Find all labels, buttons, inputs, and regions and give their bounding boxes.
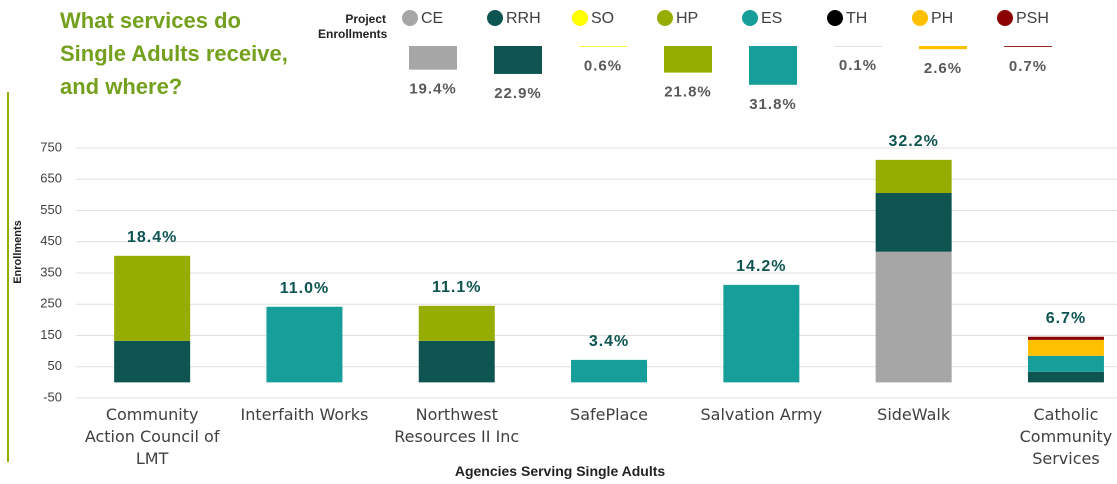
bar-label: 18.4% <box>127 229 177 246</box>
x-tick-label: Salvation Army <box>700 405 823 424</box>
mini-bar <box>1004 46 1052 47</box>
mini-value-label: 0.7% <box>1009 58 1047 75</box>
legend-swatch <box>742 10 758 26</box>
bar-segment <box>418 305 495 341</box>
legend-label: RRH <box>506 10 541 27</box>
bar-label: 11.0% <box>280 280 329 297</box>
x-axis-label: Agencies Serving Single Adults <box>454 463 666 479</box>
bar-segment <box>1027 336 1104 340</box>
y-tick-label: 750 <box>40 139 62 154</box>
bar-label: 6.7% <box>1046 310 1086 327</box>
bar-label: 3.4% <box>589 333 629 350</box>
legend-label: ES <box>761 10 782 27</box>
bar-segment <box>571 359 648 383</box>
legend-swatch <box>572 10 588 26</box>
legend-swatch <box>912 10 928 26</box>
y-tick-label: 450 <box>40 233 62 248</box>
bar-segment <box>875 251 952 383</box>
mini-value-label: 19.4% <box>409 81 457 98</box>
x-tick-label: Northwest Resources II Inc <box>394 405 520 446</box>
x-tick-label: Interfaith Works <box>240 405 369 424</box>
bar-segment <box>1027 371 1104 383</box>
legend-label: PSH <box>1016 10 1049 27</box>
mini-bar <box>579 46 627 47</box>
chart-title: What services do Single Adults receive, … <box>60 8 288 99</box>
legend-swatch <box>827 10 843 26</box>
bar-segment <box>114 340 191 383</box>
legend-swatch <box>997 10 1013 26</box>
legend-swatch <box>402 10 418 26</box>
y-tick-label: 650 <box>40 171 62 186</box>
bar-segment <box>723 284 800 383</box>
bar-segment <box>266 306 343 383</box>
x-tick-label: Catholic Community Services <box>1019 405 1113 468</box>
mini-bar <box>749 46 797 85</box>
bar-label: 14.2% <box>736 258 786 275</box>
bar-segment <box>114 255 191 341</box>
mini-value-label: 22.9% <box>494 85 542 102</box>
legend-label: SO <box>591 10 614 27</box>
y-tick-label: -50 <box>43 389 62 404</box>
mini-bar <box>919 46 967 50</box>
x-tick-label: SideWalk <box>877 405 951 424</box>
mini-value-label: 0.6% <box>584 58 622 75</box>
y-tick-label: 250 <box>40 296 62 311</box>
y-tick-label: 150 <box>40 327 62 342</box>
mini-value-label: 0.1% <box>839 57 877 74</box>
mini-bar <box>664 46 712 73</box>
legend-label: HP <box>676 10 698 27</box>
mini-bar <box>409 46 457 70</box>
bar-label: 11.1% <box>432 279 481 296</box>
bar-segment <box>875 159 952 193</box>
mini-chart-title: Project Enrollments <box>318 12 388 41</box>
mini-bar <box>494 46 542 74</box>
mini-value-label: 31.8% <box>749 96 797 113</box>
y-tick-label: 50 <box>48 358 62 373</box>
x-tick-label: SafePlace <box>570 405 649 424</box>
bar-segment <box>875 193 952 252</box>
bar-segment <box>418 340 495 383</box>
bar-label: 32.2% <box>888 133 938 150</box>
legend-label: TH <box>846 10 867 27</box>
legend-label: CE <box>421 10 443 27</box>
y-tick-label: 550 <box>40 202 62 217</box>
legend-swatch <box>657 10 673 26</box>
legend-swatch <box>487 10 503 26</box>
mini-value-label: 2.6% <box>924 60 962 77</box>
y-axis-label: Enrollments <box>12 220 24 284</box>
x-tick-label: Community Action Council of LMT <box>84 405 220 468</box>
bar-segment <box>1027 355 1104 372</box>
mini-value-label: 21.8% <box>664 84 712 101</box>
y-tick-label: 350 <box>40 264 62 279</box>
bar-segment <box>1027 339 1104 356</box>
legend-label: PH <box>931 10 953 27</box>
